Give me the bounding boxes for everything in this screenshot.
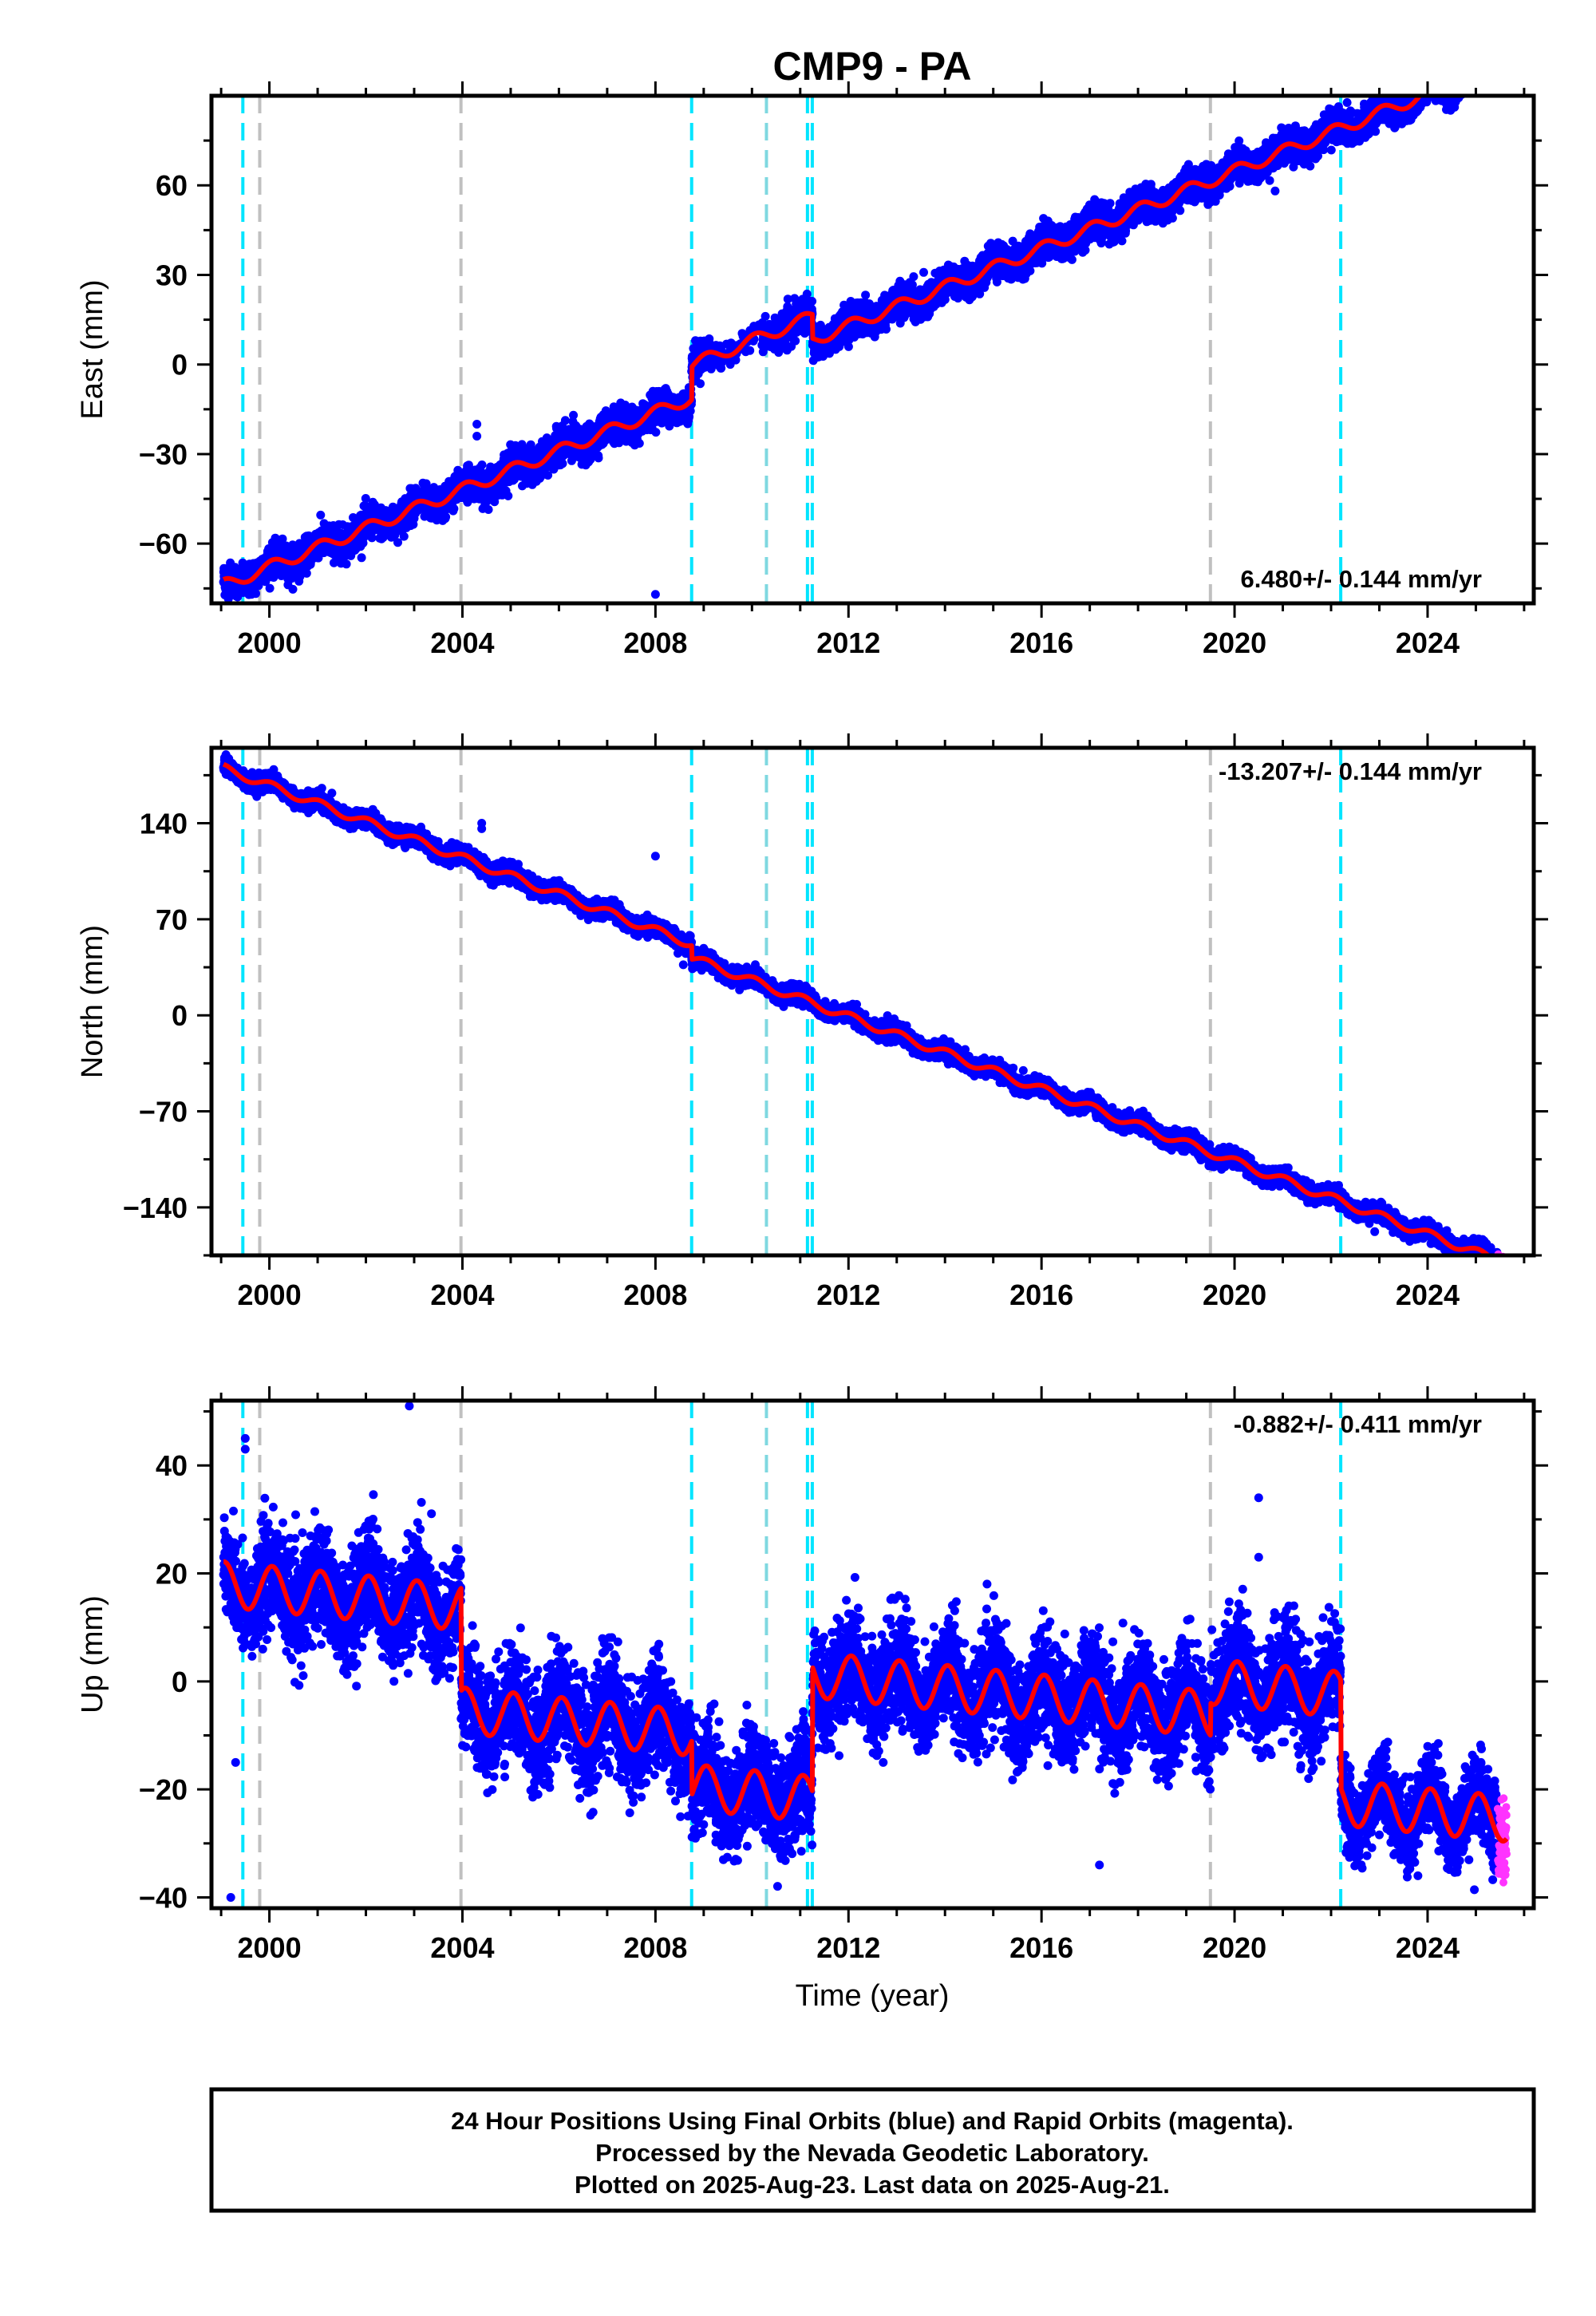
final-orbit-point (330, 558, 338, 567)
final-orbit-point (357, 553, 366, 563)
final-orbit-point (696, 379, 705, 389)
final-orbit-point (342, 559, 351, 569)
final-orbit-point (484, 505, 493, 514)
final-orbit-point (560, 416, 570, 425)
final-orbit-point (288, 540, 298, 550)
final-orbit-point (251, 589, 260, 599)
final-orbit-point (594, 453, 603, 463)
final-orbit-point (314, 553, 323, 563)
east-panel: 2000 2004 2008 2012 2016 2020 2024−60−3003060E… (76, 81, 1548, 659)
final-orbit-point (791, 336, 800, 346)
final-orbit-point (882, 325, 891, 334)
final-orbit-point (399, 532, 409, 541)
final-orbit-point (808, 297, 817, 306)
final-orbit-point (861, 290, 871, 300)
final-orbit-point (449, 504, 459, 513)
final-orbit-point (288, 584, 298, 594)
final-orbit-point (367, 533, 377, 543)
final-orbit-point (316, 510, 326, 520)
final-orbit-point (477, 460, 487, 469)
final-orbit-point (558, 459, 567, 468)
final-orbit-point (760, 311, 770, 321)
final-orbit-point (302, 568, 311, 578)
final-orbit-point (745, 346, 755, 355)
final-orbit-point (651, 428, 661, 437)
east-plot-area (219, 96, 1468, 603)
final-orbit-point (278, 534, 287, 543)
chart-title: CMP9 - PA (772, 44, 971, 89)
final-orbit-point (634, 439, 644, 448)
final-orbit-point (504, 491, 513, 500)
final-orbit-point (909, 272, 918, 282)
final-orbit-point (265, 583, 275, 593)
